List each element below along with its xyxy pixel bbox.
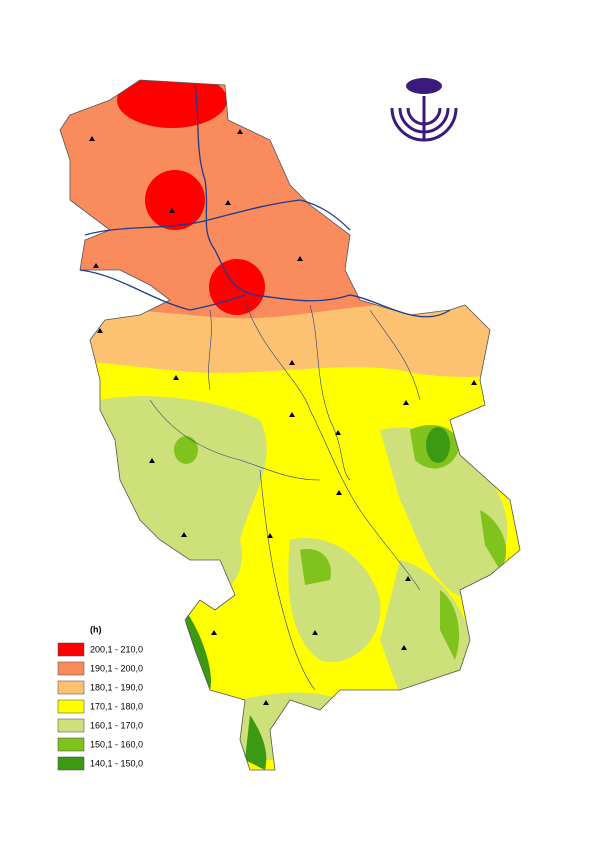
legend-label: 170,1 - 180,0 — [90, 701, 143, 711]
legend-label: 200,1 - 210,0 — [90, 644, 143, 654]
river — [79, 269, 246, 311]
station — [401, 645, 407, 650]
stream — [309, 304, 351, 481]
legend-swatch — [57, 661, 85, 676]
station — [211, 630, 217, 635]
station — [173, 375, 179, 380]
station — [225, 200, 231, 205]
legend-label: 140,1 - 150,0 — [90, 758, 143, 768]
legend-label: 160,1 - 170,0 — [90, 720, 143, 730]
legend-swatch — [57, 756, 85, 771]
stream — [369, 309, 421, 401]
zone-dark-green — [185, 610, 211, 690]
zone-dark-green — [245, 715, 267, 770]
zone-orange — [60, 80, 520, 319]
zone-green — [174, 436, 198, 464]
zone-green — [300, 549, 331, 585]
legend-title: (h) — [90, 624, 102, 634]
legend-swatch — [57, 642, 85, 657]
river — [194, 84, 451, 318]
legend-swatch — [57, 699, 85, 714]
stream — [149, 399, 321, 481]
station — [336, 490, 342, 495]
river — [84, 199, 351, 236]
station — [267, 533, 273, 538]
legend-swatch — [57, 737, 85, 752]
station — [89, 136, 95, 141]
zone-light-green — [380, 560, 472, 695]
stations — [89, 129, 477, 705]
logo-cap — [406, 78, 442, 94]
station — [169, 208, 175, 213]
station — [93, 263, 99, 268]
zone-green — [440, 590, 460, 660]
zone-red — [117, 80, 227, 128]
stream — [259, 469, 316, 691]
legend-label: 150,1 - 160,0 — [90, 739, 143, 749]
station — [403, 400, 409, 405]
station — [149, 458, 155, 463]
zone-dark-green — [426, 427, 450, 463]
legend-label: 180,1 - 190,0 — [90, 682, 143, 692]
station — [237, 129, 243, 134]
station — [289, 360, 295, 365]
station — [335, 430, 341, 435]
station — [297, 256, 303, 261]
legend-label: 190,1 - 200,0 — [90, 663, 143, 673]
station — [471, 380, 477, 385]
station — [263, 700, 269, 705]
legend-swatch — [57, 680, 85, 695]
station — [181, 532, 187, 537]
legend-swatch — [57, 718, 85, 733]
stream — [208, 309, 212, 391]
rivers — [79, 84, 451, 691]
logo — [390, 78, 458, 142]
station — [97, 328, 103, 333]
station — [312, 630, 318, 635]
station — [289, 412, 295, 417]
zone-red — [145, 170, 205, 230]
station — [405, 576, 411, 581]
zone-light-green — [380, 427, 508, 600]
stream — [244, 299, 421, 591]
zone-green — [480, 510, 507, 570]
